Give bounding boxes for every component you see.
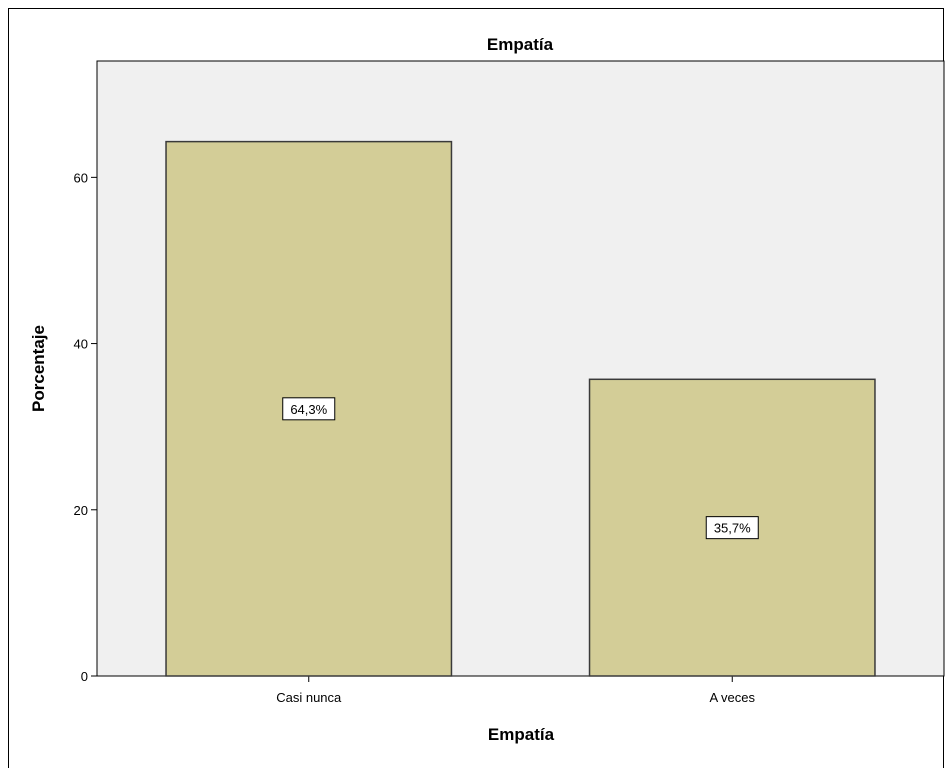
x-tick-label: A veces bbox=[709, 690, 755, 705]
data-label-box bbox=[705, 516, 759, 540]
chart-title: Empatía bbox=[487, 35, 554, 54]
y-tick-label: 20 bbox=[74, 503, 88, 518]
y-axis-title: Porcentaje bbox=[29, 325, 48, 412]
x-tick-label: Casi nunca bbox=[276, 690, 342, 705]
y-tick-label: 40 bbox=[74, 337, 88, 352]
data-label: 35,7% bbox=[714, 521, 751, 536]
y-tick-label: 0 bbox=[81, 669, 88, 684]
x-axis: Casi nunca A veces bbox=[276, 676, 756, 705]
data-labels: 64,3% 35,7% bbox=[282, 397, 759, 540]
x-axis-title: Empatía bbox=[488, 725, 555, 744]
y-axis: 0 20 40 60 bbox=[74, 170, 97, 684]
y-tick-label: 60 bbox=[74, 170, 88, 185]
data-label-box bbox=[282, 397, 336, 421]
data-label: 64,3% bbox=[290, 402, 327, 417]
